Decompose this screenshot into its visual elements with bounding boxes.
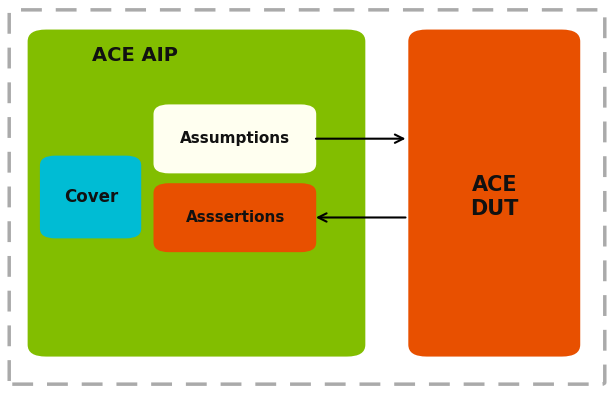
FancyBboxPatch shape — [154, 104, 316, 173]
Text: ACE AIP: ACE AIP — [92, 46, 178, 65]
Text: ACE
DUT: ACE DUT — [470, 175, 518, 219]
FancyBboxPatch shape — [28, 30, 365, 357]
FancyBboxPatch shape — [9, 10, 605, 384]
Text: Assumptions: Assumptions — [180, 131, 290, 146]
Text: Asssertions: Asssertions — [185, 210, 285, 225]
Text: Cover: Cover — [64, 188, 118, 206]
FancyBboxPatch shape — [40, 156, 141, 238]
FancyBboxPatch shape — [154, 183, 316, 252]
FancyBboxPatch shape — [408, 30, 580, 357]
